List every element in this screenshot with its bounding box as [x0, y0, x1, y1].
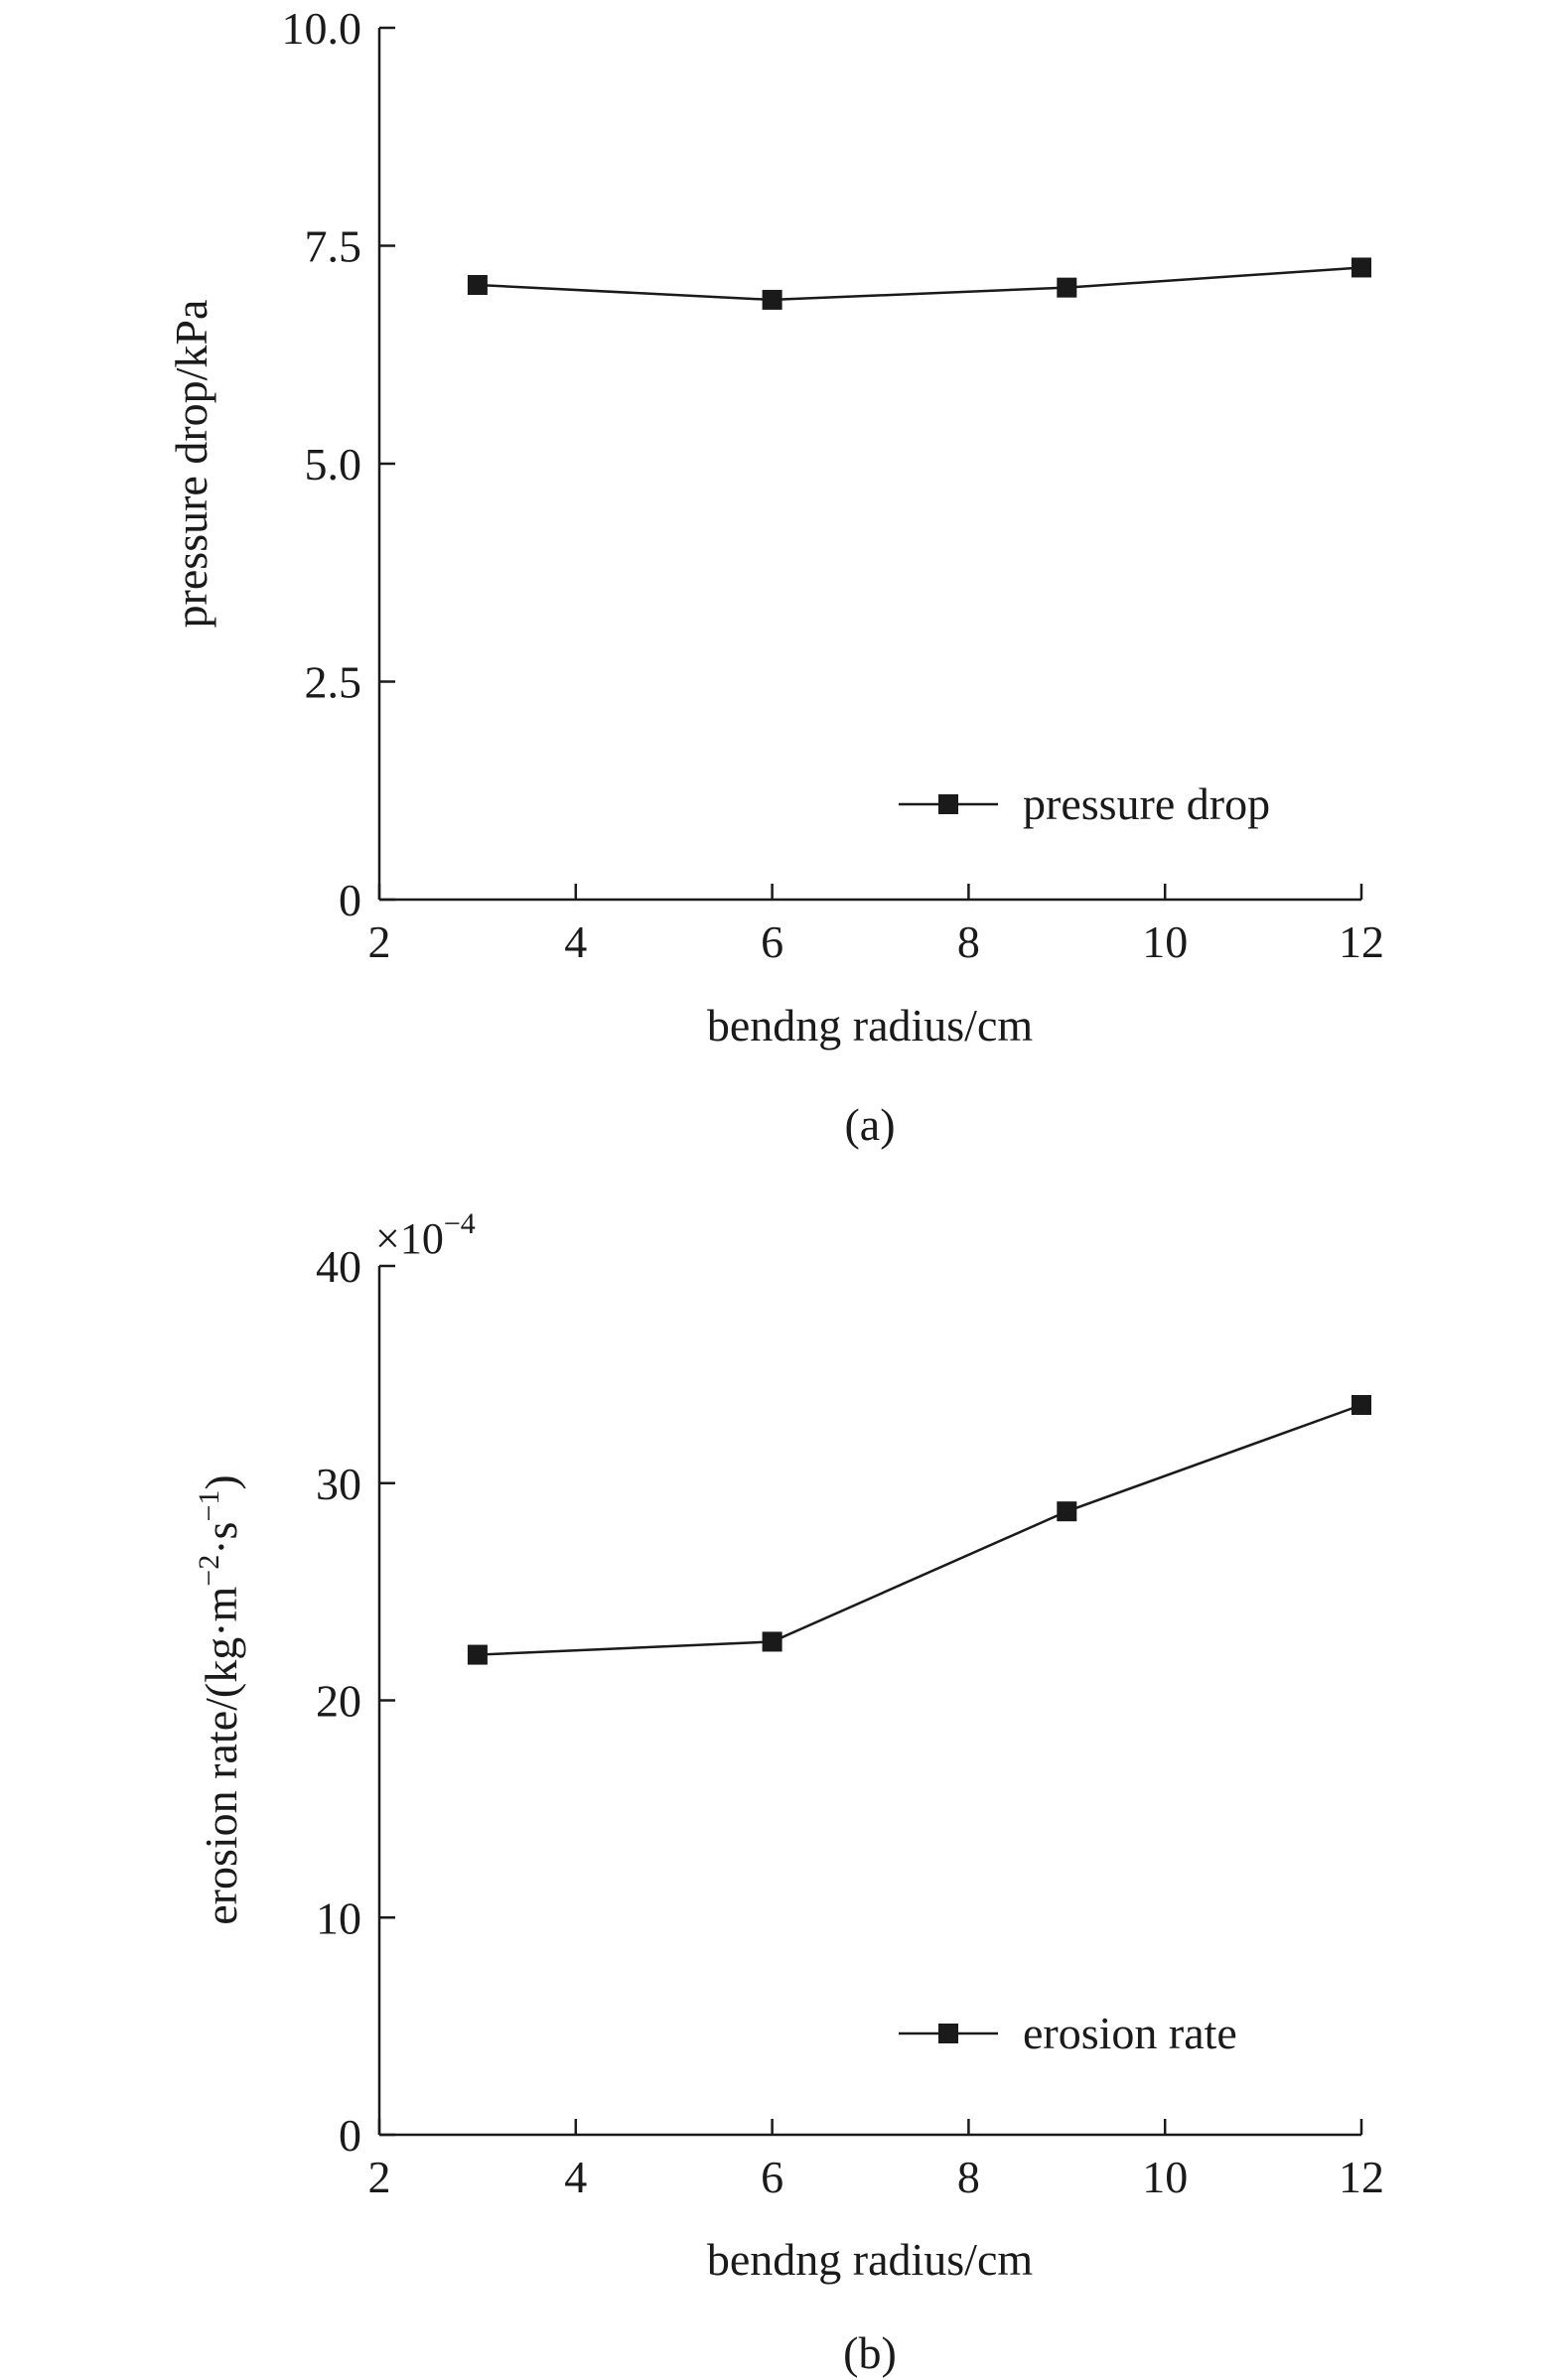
x-tick-label: 2 [368, 916, 391, 967]
y-multiplier-exponent: −4 [444, 1207, 476, 1240]
y-axis-label-b: erosion rate/(kg·m−2·s−1) [193, 1474, 246, 1924]
chart-panel-b: 2 4 6 8 10 12 0 10 20 30 40 erosion rate ×10−4 be… [193, 1207, 1384, 2378]
data-point-marker [467, 1644, 488, 1665]
data-point-marker [467, 275, 488, 296]
legend-a: pressure drop [899, 778, 1270, 829]
y-label-sup-2: −1 [193, 1490, 225, 1522]
x-tick-label: 10 [1142, 916, 1188, 967]
x-tick-label: 12 [1339, 916, 1384, 967]
y-tick-label: 30 [316, 1459, 361, 1509]
series-b [467, 1395, 1371, 1665]
x-tick-label: 6 [761, 2152, 783, 2202]
legend-marker-b [938, 2024, 958, 2043]
x-tick-label: 2 [368, 2152, 391, 2202]
x-tick-label: 10 [1142, 2152, 1188, 2202]
data-point-marker [1351, 1395, 1371, 1415]
y-tick-label: 0 [339, 2110, 361, 2161]
x-tick-label: 6 [761, 916, 783, 967]
caption-a: (a) [844, 1099, 895, 1150]
y-tick-label: 40 [316, 1241, 361, 1292]
data-point-marker [1351, 257, 1371, 278]
axes-b [377, 1266, 1361, 2137]
y-label-end: ) [196, 1474, 246, 1489]
y-tick-label: 20 [316, 1676, 361, 1727]
y-tick-label: 10.0 [282, 3, 362, 54]
y-label-mid: ·s [196, 1522, 246, 1555]
y-axis-label-a: pressure drop/kPa [166, 300, 216, 629]
series-line [477, 266, 1362, 302]
data-point-marker [762, 1631, 782, 1652]
axes-a [377, 28, 1361, 902]
x-tick-label: 12 [1339, 2152, 1384, 2202]
y-tick-label: 5.0 [305, 439, 362, 490]
series-line [477, 1403, 1362, 1656]
x-ticks-b: 2 4 6 8 10 12 [368, 2119, 1384, 2202]
x-tick-label: 4 [564, 916, 587, 967]
x-tick-label: 8 [957, 2152, 980, 2202]
x-tick-label: 4 [564, 2152, 587, 2202]
chart-panel-a: 2 4 6 8 10 12 0 2.5 5.0 7.5 10.0 pressure drop be… [166, 3, 1384, 1150]
legend-b: erosion rate [899, 2008, 1237, 2058]
x-ticks-a: 2 4 6 8 10 12 [368, 884, 1384, 967]
legend-label-a: pressure drop [1023, 778, 1270, 829]
data-point-marker [1057, 1501, 1077, 1522]
series-a [467, 257, 1371, 310]
y-label-sup-1: −2 [193, 1555, 225, 1587]
x-axis-label-a: bendng radius/cm [707, 1000, 1034, 1050]
y-multiplier-base: ×10 [375, 1214, 444, 1263]
y-ticks-a: 0 2.5 5.0 7.5 10.0 [282, 3, 395, 925]
y-tick-label: 0 [339, 875, 361, 925]
y-ticks-b: 0 10 20 30 40 [316, 1241, 395, 2161]
caption-b: (b) [843, 2327, 897, 2378]
data-point-marker [1057, 277, 1077, 298]
y-tick-label: 10 [316, 1892, 361, 1943]
y-tick-label: 7.5 [305, 221, 362, 272]
x-axis-label-b: bendng radius/cm [707, 2234, 1034, 2285]
legend-marker-a [938, 794, 958, 814]
y-label-base: erosion rate/(kg·m [196, 1586, 246, 1924]
x-tick-label: 8 [957, 916, 980, 967]
y-multiplier-b: ×10−4 [375, 1207, 476, 1263]
data-point-marker [762, 289, 782, 310]
y-tick-label: 2.5 [305, 657, 362, 708]
legend-label-b: erosion rate [1023, 2008, 1237, 2058]
